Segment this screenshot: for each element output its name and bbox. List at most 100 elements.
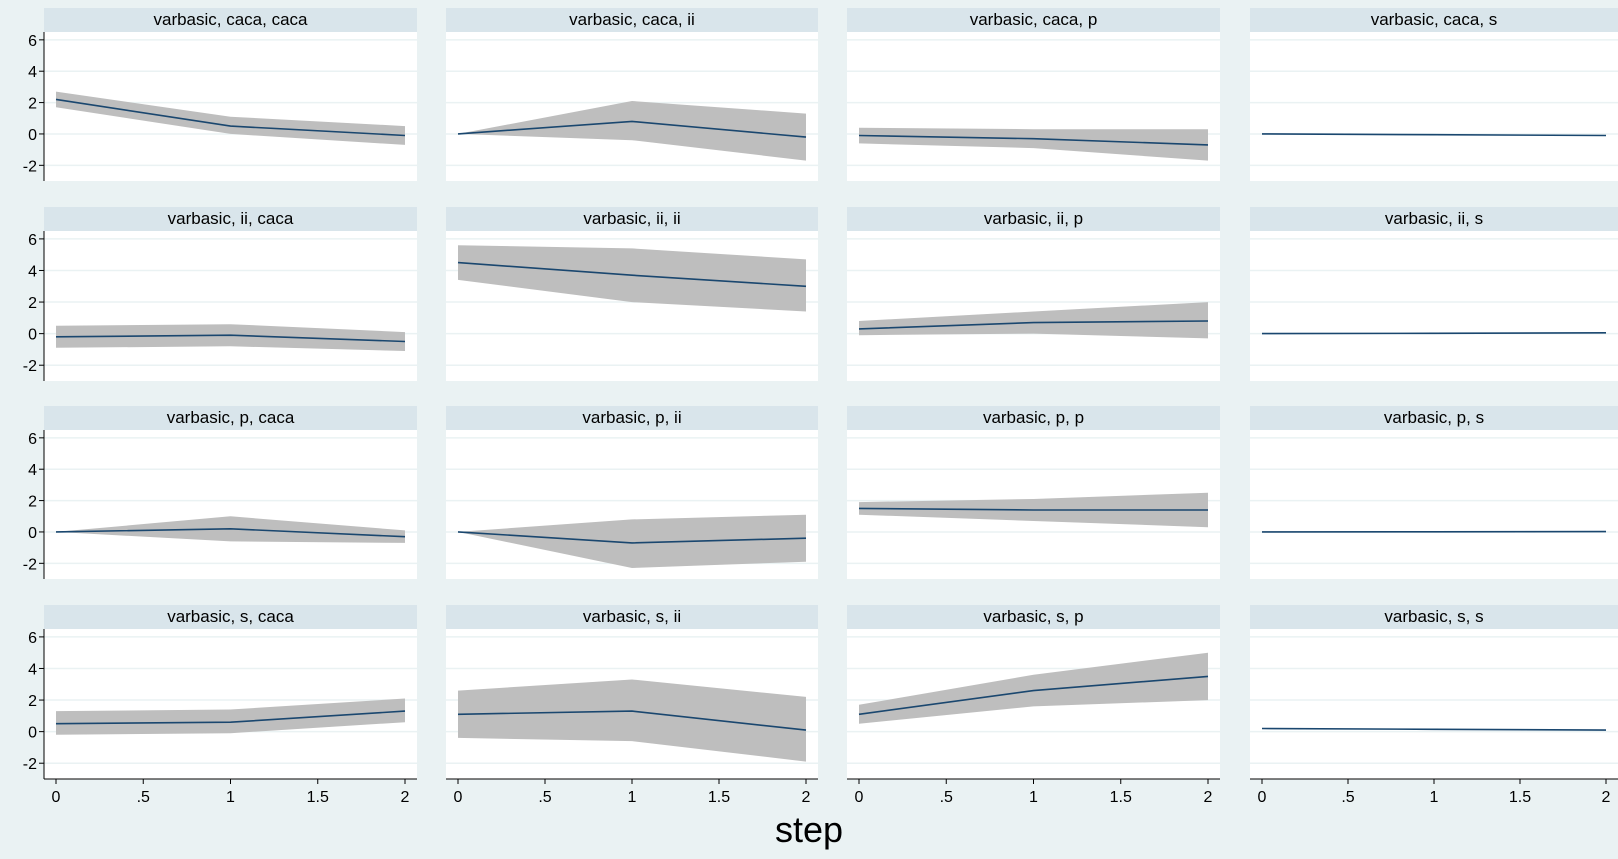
y-tick-label: 2 bbox=[28, 295, 37, 312]
irf-line bbox=[55, 98, 406, 137]
y-tick-label: -2 bbox=[23, 556, 37, 573]
x-tick-label: 0 bbox=[52, 789, 61, 806]
panel-strip bbox=[446, 8, 818, 32]
irf-line bbox=[858, 675, 1209, 716]
panel-3: varbasic, caca, p bbox=[847, 8, 1220, 181]
y-tick-label: 6 bbox=[28, 232, 37, 249]
x-tick-label: 1.5 bbox=[1110, 789, 1132, 806]
plot-region bbox=[847, 406, 1220, 579]
y-tick-label: 6 bbox=[28, 431, 37, 448]
panel-8: varbasic, ii, s bbox=[1250, 207, 1618, 381]
panel-14: varbasic, s, ii bbox=[446, 605, 818, 784]
x-tick-label: 2 bbox=[401, 789, 410, 806]
panel-strip bbox=[44, 207, 417, 231]
panel-title: varbasic, p, caca bbox=[167, 408, 295, 427]
irf-line bbox=[858, 320, 1209, 330]
irf-line bbox=[1261, 727, 1607, 731]
panel-16: varbasic, s, s bbox=[1250, 605, 1618, 784]
y-tick-label: -2 bbox=[23, 358, 37, 375]
panel-title: varbasic, caca, s bbox=[1371, 10, 1498, 29]
y-tick-label: 2 bbox=[28, 494, 37, 511]
ci-band bbox=[458, 679, 806, 762]
y-tick-label: -2 bbox=[23, 756, 37, 773]
panel-title: varbasic, ii, s bbox=[1385, 209, 1483, 228]
panel-title: varbasic, s, ii bbox=[583, 607, 681, 626]
panel-title: varbasic, s, p bbox=[983, 607, 1083, 626]
ci-band bbox=[56, 324, 405, 351]
plot-region bbox=[847, 207, 1220, 381]
ci-band bbox=[56, 698, 405, 735]
panel-1: varbasic, caca, caca bbox=[39, 8, 417, 181]
panel-strip bbox=[1250, 605, 1618, 629]
y-tick-label: 2 bbox=[28, 96, 37, 113]
panel-title: varbasic, ii, p bbox=[984, 209, 1083, 228]
panel-title: varbasic, p, s bbox=[1384, 408, 1484, 427]
x-tick-label: 2 bbox=[1204, 789, 1213, 806]
panel-strip bbox=[847, 605, 1220, 629]
panel-title: varbasic, caca, p bbox=[970, 10, 1098, 29]
y-tick-label: 4 bbox=[28, 661, 37, 678]
ci-band bbox=[859, 127, 1208, 161]
y-tick-label: 0 bbox=[28, 725, 37, 742]
plot-region bbox=[44, 605, 417, 779]
y-tick-label: 0 bbox=[28, 127, 37, 144]
irf-line bbox=[457, 120, 807, 138]
panel-title: varbasic, ii, ii bbox=[583, 209, 680, 228]
panel-4: varbasic, caca, s bbox=[1250, 8, 1618, 181]
panel-strip bbox=[44, 605, 417, 629]
panel-title: varbasic, s, s bbox=[1384, 607, 1483, 626]
x-tick-label: .5 bbox=[538, 789, 551, 806]
x-tick-label: 1.5 bbox=[708, 789, 730, 806]
ci-band bbox=[458, 101, 806, 161]
y-tick-label: 0 bbox=[28, 327, 37, 344]
x-tick-label: 1 bbox=[628, 789, 637, 806]
irf-line bbox=[1261, 133, 1607, 137]
panel-strip bbox=[1250, 8, 1618, 32]
panel-strip bbox=[44, 8, 417, 32]
panel-strip bbox=[44, 406, 417, 430]
x-tick-label: 2 bbox=[802, 789, 811, 806]
panel-strip bbox=[1250, 207, 1618, 231]
y-tick-label: 4 bbox=[28, 64, 37, 81]
plot-region bbox=[1250, 406, 1618, 579]
irf-line bbox=[55, 334, 406, 343]
ci-band bbox=[859, 652, 1208, 724]
irf-line bbox=[858, 507, 1208, 511]
panel-strip bbox=[1250, 406, 1618, 430]
panel-strip bbox=[446, 605, 818, 629]
x-tick-label: 1.5 bbox=[1509, 789, 1531, 806]
x-tick-label: 0 bbox=[855, 789, 864, 806]
x-tick-label: .5 bbox=[137, 789, 150, 806]
plot-region bbox=[1250, 8, 1618, 181]
y-tick-label: 4 bbox=[28, 263, 37, 280]
panel-12: varbasic, p, s bbox=[1250, 406, 1618, 579]
plot-region bbox=[1250, 207, 1618, 381]
irf-line bbox=[55, 527, 406, 538]
panel-10: varbasic, p, ii bbox=[446, 406, 818, 579]
panel-title: varbasic, caca, caca bbox=[153, 10, 308, 29]
plot-region bbox=[44, 406, 417, 579]
plot-region bbox=[44, 8, 417, 181]
irf-line bbox=[457, 261, 807, 288]
x-tick-label: 1 bbox=[1430, 789, 1439, 806]
y-tick-label: 0 bbox=[28, 525, 37, 542]
x-tick-label: 1.5 bbox=[307, 789, 329, 806]
y-tick-label: 4 bbox=[28, 462, 37, 479]
panel-strip bbox=[847, 406, 1220, 430]
panel-title: varbasic, ii, caca bbox=[168, 209, 294, 228]
panel-title: varbasic, p, ii bbox=[582, 408, 681, 427]
x-tick-label: .5 bbox=[1341, 789, 1354, 806]
irf-line bbox=[55, 710, 406, 725]
panel-2: varbasic, caca, ii bbox=[446, 8, 818, 181]
y-tick-label: -2 bbox=[23, 158, 37, 175]
panel-13: varbasic, s, caca bbox=[39, 605, 417, 784]
plot-region bbox=[1250, 605, 1618, 779]
x-tick-label: 0 bbox=[454, 789, 463, 806]
panel-strip bbox=[847, 207, 1220, 231]
irf-line bbox=[858, 134, 1209, 146]
y-tick-label: 2 bbox=[28, 693, 37, 710]
irf-line bbox=[457, 531, 807, 544]
panel-11: varbasic, p, p bbox=[847, 406, 1220, 579]
x-tick-label: 1 bbox=[226, 789, 235, 806]
